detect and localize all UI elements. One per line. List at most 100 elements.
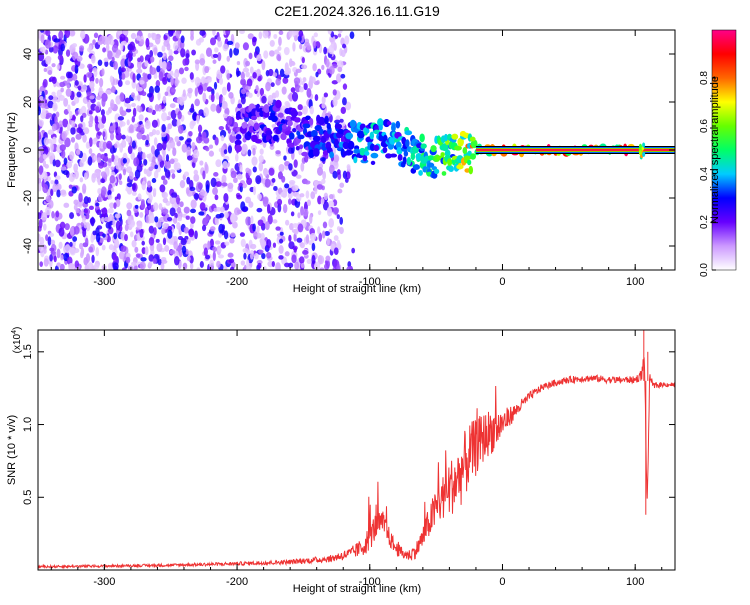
heatmap-cell bbox=[146, 180, 152, 188]
heatmap-cell bbox=[278, 163, 285, 173]
heatmap-cell bbox=[134, 169, 141, 179]
heatmap-cell bbox=[101, 186, 107, 196]
heatmap-cell bbox=[216, 36, 221, 42]
heatmap-cell bbox=[225, 30, 231, 36]
heatmap-cell bbox=[128, 53, 132, 62]
heatmap-cell bbox=[180, 237, 187, 246]
heatmap-cell bbox=[317, 255, 325, 265]
heatmap-cell bbox=[324, 230, 330, 236]
heatmap-cell bbox=[141, 134, 147, 141]
heatmap-cell bbox=[470, 139, 478, 149]
heatmap-cell bbox=[410, 152, 416, 161]
heatmap-cell bbox=[124, 224, 129, 232]
heatmap-cell bbox=[64, 223, 70, 231]
heatmap-cell bbox=[226, 115, 233, 126]
heatmap-cell bbox=[203, 247, 208, 257]
heatmap-cell bbox=[174, 212, 178, 219]
heatmap-cell bbox=[74, 64, 79, 74]
heatmap-cell bbox=[221, 86, 227, 96]
heatmap-cell bbox=[290, 211, 295, 217]
heatmap-cell bbox=[147, 198, 153, 204]
heatmap-cell bbox=[44, 49, 49, 55]
y-tick-label: 0 bbox=[22, 147, 34, 153]
heatmap-cell bbox=[164, 160, 171, 170]
heatmap-cell bbox=[47, 69, 53, 76]
x-tick-label: 100 bbox=[626, 576, 644, 588]
heatmap-cell bbox=[52, 102, 58, 112]
heatmap-cell bbox=[302, 77, 307, 83]
heatmap-cell bbox=[112, 122, 116, 131]
heatmap-cell bbox=[250, 115, 258, 121]
heatmap-cell bbox=[132, 183, 136, 191]
heatmap-cell bbox=[147, 93, 153, 98]
heatmap-cell bbox=[92, 67, 98, 72]
heatmap-cell bbox=[322, 171, 327, 180]
heatmap-cell bbox=[293, 77, 301, 85]
heatmap-cell bbox=[197, 85, 204, 95]
heatmap-cell bbox=[51, 63, 56, 68]
heatmap-cell bbox=[136, 220, 143, 230]
heatmap-cell bbox=[137, 57, 142, 63]
heatmap-cell bbox=[314, 261, 321, 270]
heatmap-cell bbox=[96, 157, 102, 163]
heatmap-cell bbox=[58, 30, 64, 40]
heatmap-cell bbox=[105, 89, 112, 95]
heatmap-cell bbox=[252, 223, 256, 232]
heatmap-cell bbox=[301, 56, 305, 64]
heatmap-cell bbox=[189, 186, 196, 192]
y-tick-label: 0.5 bbox=[22, 490, 34, 505]
heatmap-cell bbox=[176, 222, 181, 230]
heatmap-cell bbox=[256, 259, 263, 265]
heatmap-cell bbox=[122, 158, 127, 164]
heatmap-cell bbox=[151, 32, 157, 41]
heatmap-cell bbox=[143, 168, 147, 175]
heatmap-cell bbox=[168, 48, 173, 57]
heatmap-cell bbox=[100, 109, 105, 116]
heatmap-cell bbox=[118, 173, 122, 181]
heatmap-cell bbox=[49, 155, 53, 165]
heatmap-cell bbox=[259, 87, 265, 97]
heatmap-cell bbox=[419, 133, 425, 143]
heatmap-cell bbox=[185, 187, 190, 195]
heatmap-cell bbox=[194, 87, 198, 97]
y-tick-label: 40 bbox=[22, 48, 34, 60]
heatmap-cell bbox=[283, 46, 290, 56]
heatmap-cell bbox=[60, 254, 64, 261]
heatmap-cell bbox=[201, 76, 206, 85]
heatmap-cell bbox=[95, 106, 100, 114]
heatmap-cell bbox=[136, 59, 142, 70]
heatmap-cell bbox=[261, 60, 266, 71]
heatmap-cell bbox=[278, 245, 284, 254]
heatmap-cell bbox=[47, 100, 54, 109]
heatmap-cell bbox=[212, 59, 217, 64]
heatmap-cell bbox=[101, 114, 107, 124]
heatmap-cell bbox=[90, 234, 95, 243]
heatmap-cell bbox=[168, 55, 174, 62]
heatmap-cell bbox=[231, 130, 235, 137]
heatmap-cell bbox=[319, 267, 325, 270]
heatmap-cell bbox=[136, 87, 143, 92]
heatmap-cell bbox=[189, 262, 194, 270]
heatmap-cell bbox=[215, 214, 222, 219]
heatmap-cell bbox=[161, 175, 166, 181]
heatmap-cell bbox=[365, 128, 370, 134]
heatmap-cell bbox=[50, 180, 55, 185]
heatmap-cell bbox=[73, 199, 79, 206]
heatmap-cell bbox=[144, 120, 151, 130]
heatmap-cell bbox=[83, 221, 88, 229]
heatmap-cell bbox=[321, 96, 326, 104]
heatmap-cell bbox=[334, 123, 343, 130]
heatmap-cell bbox=[91, 254, 95, 264]
heatmap-cell bbox=[247, 33, 254, 40]
heatmap-cell bbox=[382, 146, 388, 154]
heatmap-cell bbox=[103, 57, 109, 62]
heatmap-cell bbox=[292, 42, 296, 52]
heatmap-cell bbox=[167, 73, 172, 79]
heatmap-cell bbox=[187, 155, 193, 161]
heatmap-cell bbox=[246, 78, 253, 87]
heatmap-cell bbox=[335, 73, 342, 83]
heatmap-cell bbox=[47, 236, 52, 246]
heatmap-cell bbox=[164, 244, 170, 252]
heatmap-cell bbox=[98, 35, 106, 45]
colorbar-tick-label: 0.4 bbox=[699, 167, 710, 181]
